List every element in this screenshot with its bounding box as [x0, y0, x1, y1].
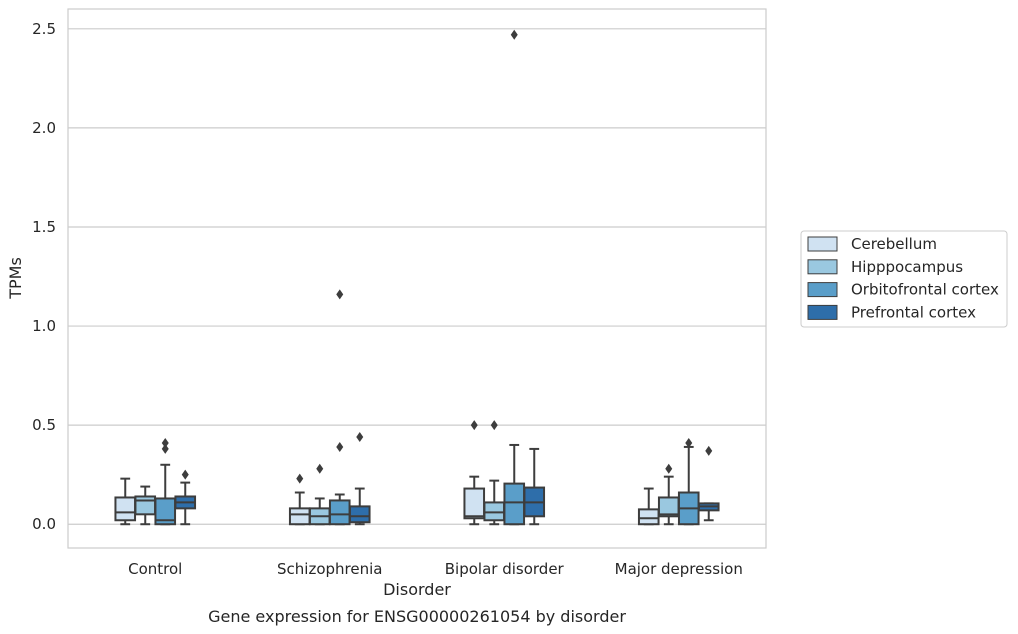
- box-group: [677, 437, 700, 526]
- box-group: [134, 485, 157, 526]
- box-iqr: [328, 499, 351, 526]
- box-group: [483, 420, 506, 526]
- box-group: [697, 445, 720, 522]
- legend-swatch: [807, 259, 838, 275]
- outlier-point: [336, 441, 344, 452]
- legend-swatch: [807, 236, 838, 252]
- outlier-point: [356, 432, 364, 443]
- box-series: [114, 29, 720, 526]
- x-tick-label: Bipolar disorder: [445, 560, 565, 578]
- outlier-point: [685, 437, 693, 448]
- box-iqr: [463, 487, 486, 520]
- box-group: [154, 437, 177, 526]
- box-group: [463, 420, 486, 526]
- outlier-point: [296, 473, 304, 484]
- x-tick-label: Major depression: [615, 560, 743, 578]
- box-group: [328, 289, 351, 526]
- plot-area-frame: [67, 8, 767, 549]
- outlier-point: [470, 420, 478, 431]
- box-group: [308, 463, 331, 526]
- outlier-point: [161, 437, 169, 448]
- box-group: [288, 473, 311, 526]
- box-iqr: [348, 505, 371, 524]
- box-iqr: [134, 495, 157, 516]
- outlier-point: [490, 420, 498, 431]
- y-tick-label: 1.5: [32, 218, 56, 236]
- y-axis-label: TPMs: [6, 257, 25, 300]
- legend: Cerebellum Hipppocampus Orbitofrontal cort…: [800, 230, 1008, 328]
- grid-lines: [68, 28, 766, 525]
- outlier-point: [161, 443, 169, 454]
- y-tick-label: 1.0: [32, 317, 56, 335]
- box-iqr: [114, 496, 137, 522]
- legend-swatch: [807, 282, 838, 298]
- box-group: [657, 463, 680, 526]
- outlier-point: [181, 469, 189, 480]
- box-iqr: [154, 497, 177, 526]
- outlier-point: [705, 445, 713, 456]
- box-iqr: [637, 508, 660, 526]
- outlier-point: [510, 29, 518, 40]
- legend-swatch: [807, 304, 838, 320]
- legend-label: Cerebellum: [851, 235, 937, 253]
- box-group: [174, 469, 197, 526]
- box-iqr: [288, 507, 311, 526]
- x-tick-label: Control: [128, 560, 182, 578]
- x-axis-ticks: Control Schizophrenia Bipolar disorder Majo…: [128, 560, 743, 578]
- box-group: [503, 29, 526, 526]
- legend-label: Orbitofrontal cortex: [851, 281, 999, 299]
- box-group: [348, 432, 371, 526]
- legend-frame: [800, 230, 1008, 328]
- outlier-point: [316, 463, 324, 474]
- y-tick-label: 2.5: [32, 20, 56, 38]
- box-iqr: [503, 482, 526, 526]
- outlier-point: [665, 463, 673, 474]
- y-axis-ticks: 0.0 0.5 1.0 1.5 2.0 2.5: [32, 20, 56, 533]
- outlier-point: [336, 289, 344, 300]
- x-tick-label: Schizophrenia: [277, 560, 382, 578]
- figure-caption: Gene expression for ENSG00000261054 by d…: [208, 607, 626, 626]
- y-tick-label: 0.0: [32, 515, 56, 533]
- y-tick-label: 2.0: [32, 119, 56, 137]
- legend-label: Prefrontal cortex: [851, 303, 976, 321]
- x-axis-label: Disorder: [383, 580, 451, 599]
- y-tick-label: 0.5: [32, 416, 56, 434]
- legend-label: Hipppocampus: [851, 258, 963, 276]
- box-group: [637, 487, 660, 526]
- box-group: [114, 477, 137, 526]
- box-group: [523, 447, 546, 526]
